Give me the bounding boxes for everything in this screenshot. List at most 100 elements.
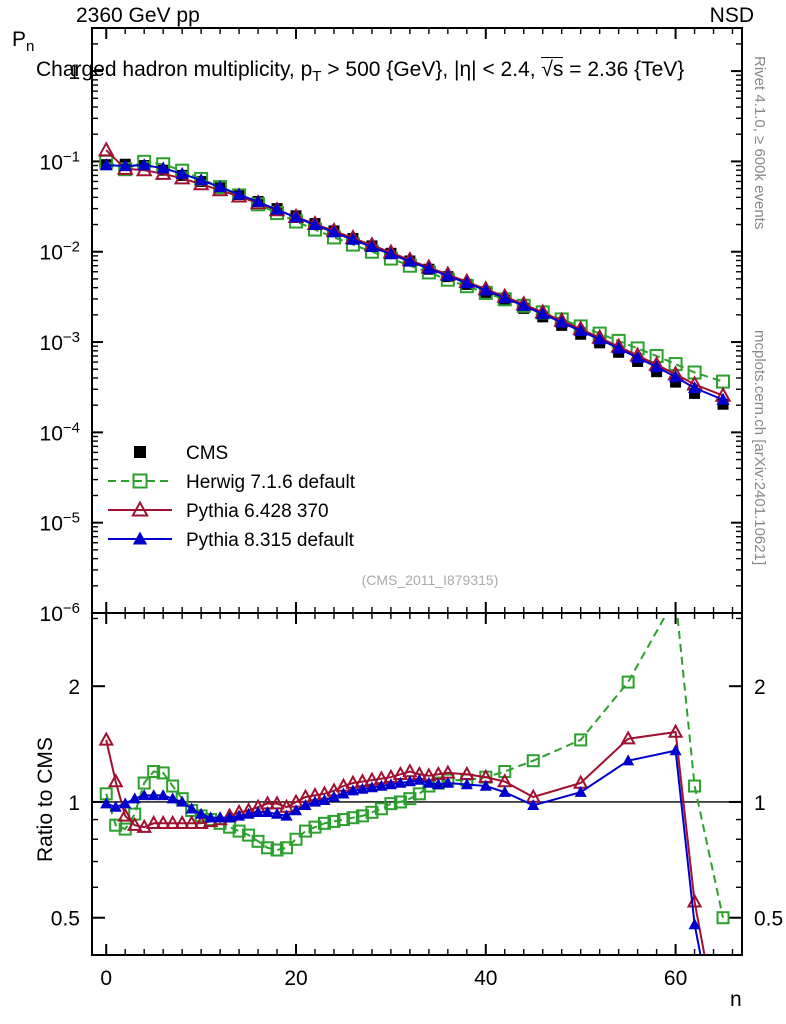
ratio-line-herwig [105, 614, 724, 918]
data-marker [175, 166, 189, 179]
data-marker [716, 392, 730, 405]
data-marker [132, 531, 148, 545]
data-marker [109, 800, 122, 812]
data-marker [670, 376, 682, 388]
data-marker [134, 446, 146, 458]
data-marker [346, 784, 359, 796]
data-marker [252, 805, 265, 817]
data-marker [195, 807, 208, 819]
data-marker [356, 782, 369, 794]
data-marker [384, 247, 398, 260]
plot-title-b: > 500 {GeV}, |η| < 2.4, [321, 58, 542, 81]
data-marker [138, 789, 151, 801]
data-marker [289, 832, 303, 846]
data-marker [214, 811, 227, 823]
data-marker [688, 779, 702, 793]
data-marker [232, 824, 246, 838]
main-panel-frame [91, 27, 743, 614]
data-marker [137, 776, 151, 790]
dataset-watermark: (CMS_2011_I879315) [362, 572, 499, 588]
ratio-y-tick-label-right: 2 [754, 676, 766, 699]
main-y-tick-label: 10−5 [40, 510, 80, 536]
data-marker [669, 744, 682, 756]
header-left: 2360 GeV pp [76, 4, 200, 27]
data-marker [164, 814, 181, 829]
data-marker [299, 824, 313, 838]
data-marker [384, 778, 397, 790]
data-marker [498, 785, 511, 797]
data-marker [119, 797, 132, 809]
ratio-line-pythia [105, 749, 702, 954]
plot-title-sub: T [312, 68, 322, 86]
data-marker [156, 766, 170, 780]
main-y-tick-label: 10−1 [40, 148, 80, 174]
data-marker [422, 261, 436, 274]
data-marker [574, 323, 588, 336]
ratio-y-tick-label-right: 1 [754, 792, 766, 815]
data-marker [441, 268, 455, 281]
data-marker [622, 754, 635, 766]
data-marker [185, 802, 198, 814]
data-marker [441, 776, 454, 788]
data-marker [536, 306, 550, 319]
main-y-axis-label: Pn [12, 28, 34, 55]
data-marker [232, 187, 246, 200]
data-marker [479, 283, 493, 296]
data-marker [498, 291, 512, 304]
data-marker [270, 843, 284, 857]
data-marker [621, 675, 635, 689]
data-marker [97, 141, 115, 157]
data-marker [346, 811, 360, 825]
ratio-panel-frame [91, 612, 743, 956]
data-marker [394, 776, 407, 788]
data-marker [194, 173, 208, 186]
data-marker [289, 210, 303, 223]
data-marker [670, 592, 681, 603]
legend-label-1: Herwig 7.1.6 default [186, 472, 356, 493]
data-marker [631, 350, 645, 363]
data-marker [117, 807, 133, 822]
data-marker [593, 332, 607, 345]
data-marker [270, 202, 284, 215]
data-marker [166, 792, 179, 804]
ratio-y-tick-label: 1 [68, 792, 80, 815]
data-marker [289, 804, 303, 816]
data-marker [365, 240, 379, 253]
data-marker [317, 816, 331, 830]
data-marker [223, 811, 236, 823]
data-marker [131, 500, 149, 517]
main-y-tick-label: 10−6 [40, 600, 80, 626]
plot-title-c: = 2.36 {TeV} [563, 58, 685, 81]
data-marker [688, 918, 701, 930]
data-marker [460, 276, 474, 289]
data-marker [233, 809, 246, 821]
x-tick-label: 20 [284, 967, 307, 990]
main-y-tick-label: 10−3 [40, 329, 80, 355]
data-marker [98, 731, 114, 746]
data-marker [620, 730, 636, 745]
ratio-y-tick-label: 0.5 [51, 908, 80, 931]
data-marker [251, 195, 265, 208]
data-marker [327, 814, 341, 828]
data-marker [689, 387, 701, 399]
data-marker [432, 778, 445, 790]
data-marker [183, 814, 200, 829]
data-marker [213, 180, 227, 193]
data-marker [137, 158, 151, 171]
data-marker [365, 805, 379, 819]
data-marker [479, 779, 492, 791]
data-marker [384, 797, 398, 811]
data-marker [527, 799, 540, 811]
data-marker [555, 315, 569, 328]
data-marker [336, 813, 350, 827]
ratio-y-tick-label-right: 0.5 [754, 908, 783, 931]
legend-label-2: Pythia 6.428 370 [186, 501, 329, 522]
data-marker [147, 765, 161, 779]
data-marker [365, 781, 378, 793]
data-marker [337, 787, 350, 799]
data-marker [574, 733, 588, 747]
data-marker [668, 357, 683, 372]
plot-title: Charged hadron multiplicity, pT > 500 {G… [36, 57, 685, 86]
data-marker [716, 374, 731, 389]
